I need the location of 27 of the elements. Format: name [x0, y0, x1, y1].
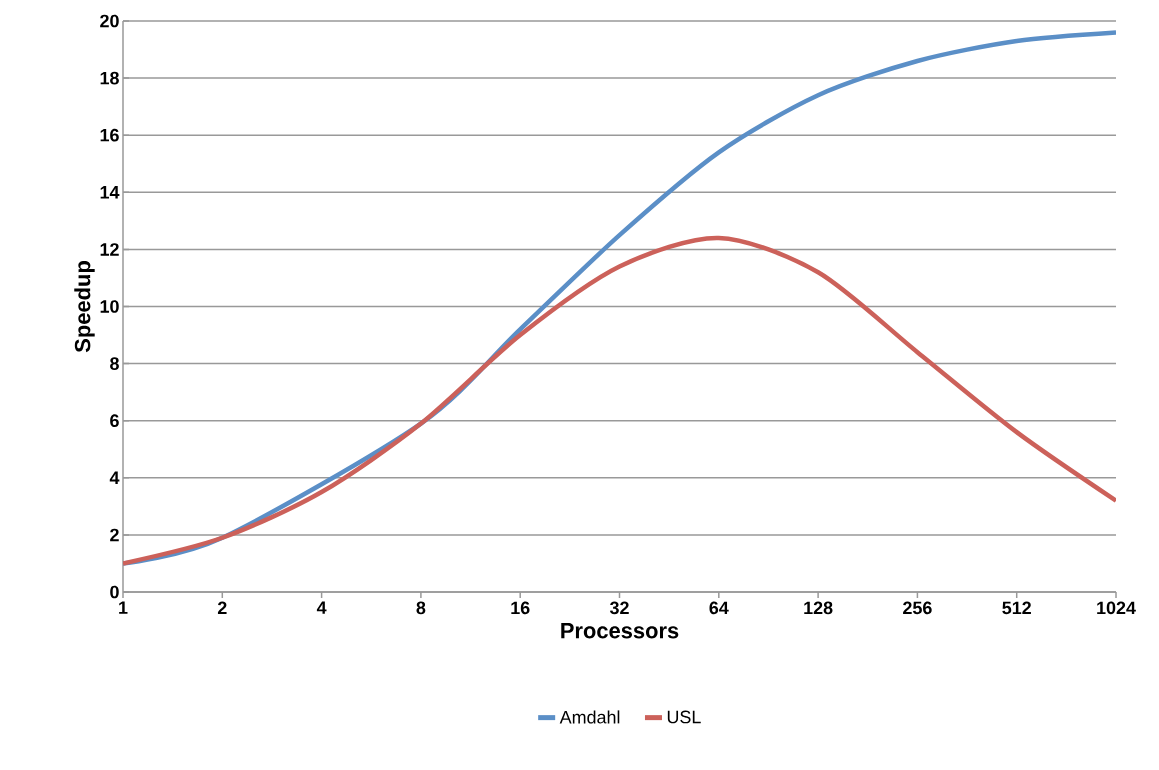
y-tick-label: 18 — [100, 71, 119, 85]
x-tick-label: 32 — [609, 601, 629, 615]
y-tick-label: 6 — [110, 414, 119, 428]
y-tick-label: 0 — [110, 585, 119, 599]
x-tick-label: 1 — [119, 601, 128, 614]
y-tick-label: 10 — [100, 300, 119, 313]
x-tick-label: 8 — [416, 601, 426, 615]
y-tick-label: 4 — [109, 471, 120, 484]
y-tick-label: 8 — [110, 357, 119, 370]
x-tick-label: 1024 — [1097, 601, 1136, 615]
x-tick-label: 2 — [217, 601, 227, 615]
x-axis-title: Processors — [561, 623, 679, 639]
y-tick-label: 12 — [100, 243, 119, 256]
x-tick-label: 128 — [804, 601, 833, 615]
legend-label: Amdahl — [559, 710, 620, 724]
y-tick-label: 16 — [100, 128, 119, 142]
x-tick-label: 256 — [903, 601, 932, 615]
y-tick-label: 2 — [110, 528, 119, 542]
legend-label: USL — [667, 710, 701, 724]
y-axis-title: Speedup — [74, 261, 95, 353]
y-tick-label: 14 — [100, 186, 120, 199]
x-tick-label: 64 — [709, 601, 729, 615]
line-series — [123, 235, 1117, 566]
x-tick-label: 4 — [316, 601, 327, 614]
x-tick-label: 16 — [511, 601, 530, 615]
y-tick-label: 20 — [100, 14, 119, 28]
x-tick-label: 512 — [1002, 601, 1031, 615]
